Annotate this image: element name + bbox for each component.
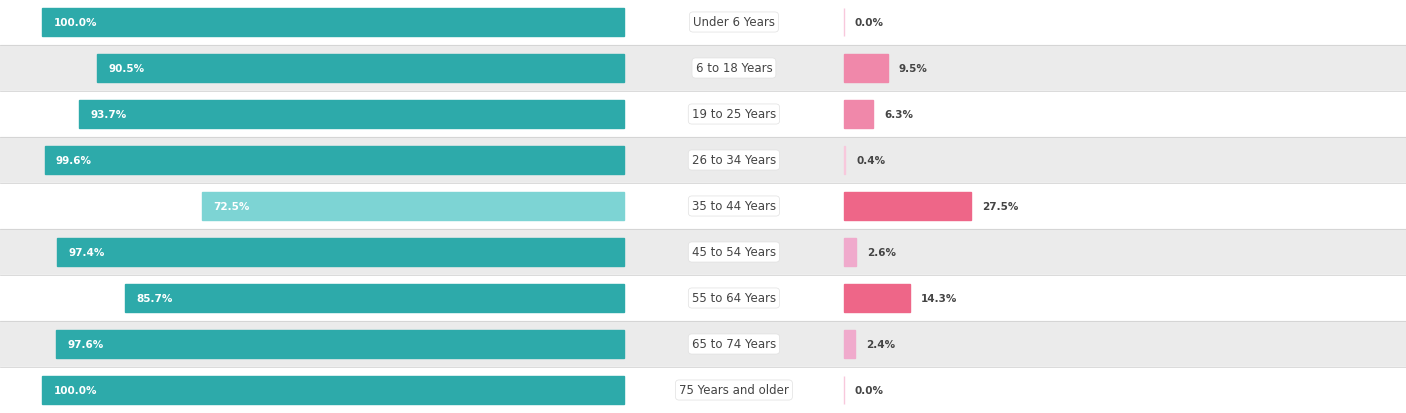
Bar [0, 230, 1406, 275]
Bar [56, 330, 624, 358]
Text: 35 to 44 Years: 35 to 44 Years [692, 200, 776, 213]
Text: 93.7%: 93.7% [90, 110, 127, 120]
Bar [844, 100, 873, 129]
Text: 14.3%: 14.3% [921, 293, 957, 303]
Bar [58, 238, 624, 267]
Text: 75 Years and older: 75 Years and older [679, 384, 789, 396]
Bar [45, 146, 624, 175]
Text: Under 6 Years: Under 6 Years [693, 17, 775, 29]
Text: 2.4%: 2.4% [866, 339, 896, 349]
Text: 0.4%: 0.4% [856, 156, 886, 166]
Text: 97.6%: 97.6% [67, 339, 104, 349]
Text: 19 to 25 Years: 19 to 25 Years [692, 108, 776, 121]
Text: 99.6%: 99.6% [56, 156, 91, 166]
Bar [844, 284, 910, 313]
Text: 6 to 18 Years: 6 to 18 Years [696, 62, 772, 75]
Bar [0, 183, 1406, 230]
Text: 26 to 34 Years: 26 to 34 Years [692, 154, 776, 167]
Bar [125, 284, 624, 313]
Bar [844, 55, 887, 83]
Text: 72.5%: 72.5% [214, 202, 250, 211]
Bar [844, 330, 855, 358]
Text: 0.0%: 0.0% [855, 385, 884, 395]
Text: 100.0%: 100.0% [53, 385, 97, 395]
Bar [42, 9, 624, 37]
Bar [202, 192, 624, 221]
Text: 55 to 64 Years: 55 to 64 Years [692, 292, 776, 305]
Text: 65 to 74 Years: 65 to 74 Years [692, 338, 776, 351]
Bar [0, 367, 1406, 413]
Text: 6.3%: 6.3% [884, 110, 912, 120]
Text: 9.5%: 9.5% [898, 64, 928, 74]
Bar [0, 321, 1406, 367]
Text: 27.5%: 27.5% [983, 202, 1019, 211]
Text: 45 to 54 Years: 45 to 54 Years [692, 246, 776, 259]
Bar [0, 138, 1406, 183]
Bar [42, 376, 624, 404]
Bar [79, 100, 624, 129]
Bar [844, 238, 856, 267]
Text: 100.0%: 100.0% [53, 18, 97, 28]
Bar [97, 55, 624, 83]
Text: 85.7%: 85.7% [136, 293, 173, 303]
Text: 0.0%: 0.0% [855, 18, 884, 28]
Text: 2.6%: 2.6% [868, 247, 896, 257]
Text: 97.4%: 97.4% [69, 247, 105, 257]
Bar [844, 146, 845, 175]
Bar [0, 275, 1406, 321]
Bar [0, 0, 1406, 46]
Bar [0, 46, 1406, 92]
Bar [0, 92, 1406, 138]
Text: 90.5%: 90.5% [108, 64, 145, 74]
Bar [844, 192, 972, 221]
